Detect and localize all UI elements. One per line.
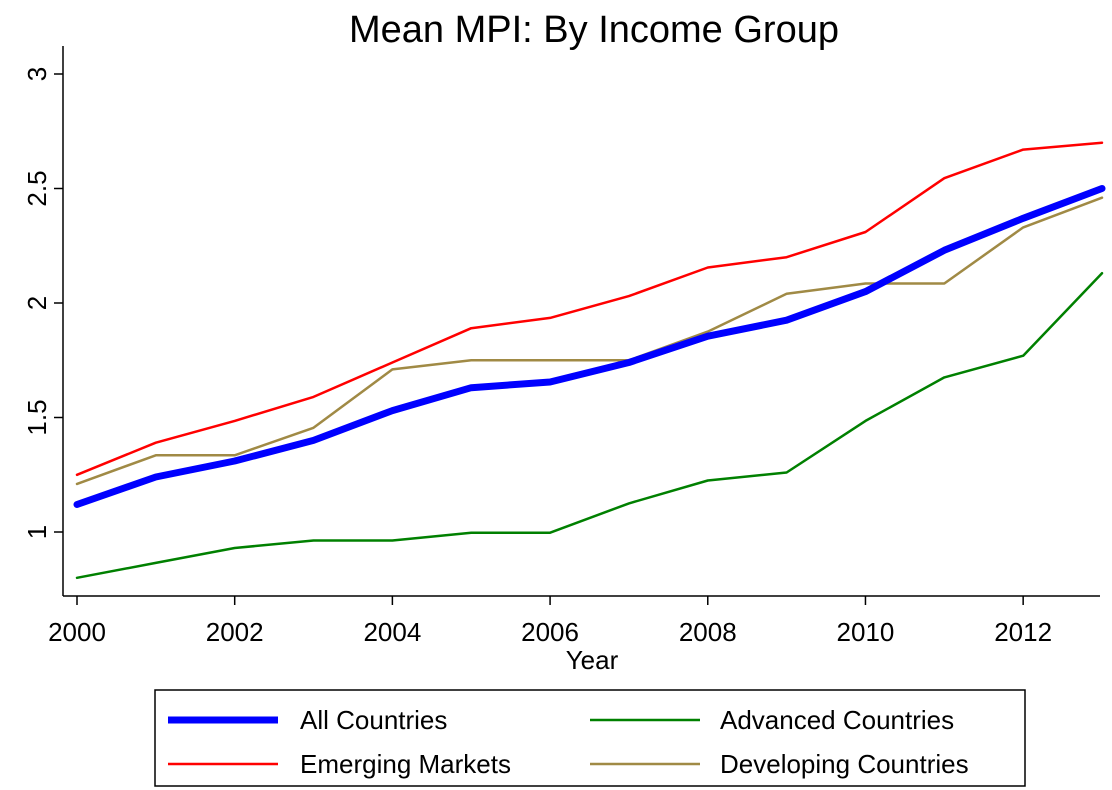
series-line-developing-countries	[75, 196, 1104, 486]
plot-area: 1 1.5 2 2.5 3 2000 2002 2004 2006 2008 2010 2012	[22, 46, 1106, 647]
legend-label: Developing Countries	[720, 749, 969, 779]
y-tick-label: 2.5	[22, 170, 52, 206]
legend-label: All Countries	[300, 705, 447, 735]
x-tick-label: 2010	[837, 617, 895, 647]
y-tick-label: 3	[22, 67, 52, 81]
series-line-advanced-countries	[75, 271, 1104, 580]
chart-title: Mean MPI: By Income Group	[349, 9, 839, 51]
legend: All Countries Advanced Countries Emerging …	[154, 689, 1026, 787]
x-tick-label: 2004	[363, 617, 421, 647]
x-tick-label: 2000	[48, 617, 106, 647]
y-tick-label: 2	[22, 296, 52, 310]
y-tick-label: 1.5	[22, 399, 52, 435]
legend-box	[154, 689, 1026, 787]
x-axis-title: Year	[566, 645, 619, 675]
legend-label: Emerging Markets	[300, 749, 511, 779]
x-tick-label: 2012	[994, 617, 1052, 647]
y-tick-label: 1	[22, 525, 52, 539]
series-line-all-countries	[73, 185, 1106, 508]
series-line-emerging-markets	[75, 141, 1104, 477]
x-tick-label: 2006	[521, 617, 579, 647]
x-tick-label: 2008	[679, 617, 737, 647]
legend-label: Advanced Countries	[720, 705, 954, 735]
x-tick-label: 2002	[206, 617, 264, 647]
